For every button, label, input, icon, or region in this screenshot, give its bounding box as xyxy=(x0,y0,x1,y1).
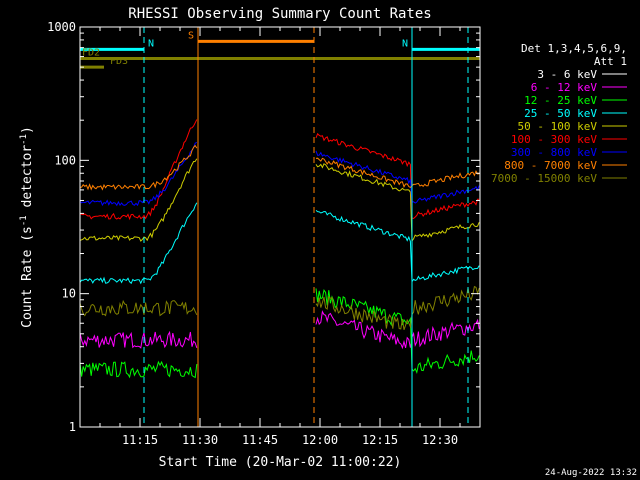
x-tick-label: 12:30 xyxy=(422,433,458,447)
plot-area xyxy=(79,119,480,418)
y-tick-label: 100 xyxy=(54,153,76,167)
x-tick-label: 12:00 xyxy=(302,433,338,447)
y-axis-label-mid: detector xyxy=(20,145,35,216)
legend-label: 6 - 12 keV xyxy=(531,81,598,94)
x-tick-label: 11:15 xyxy=(122,433,158,447)
y-tick-label: 10 xyxy=(62,287,76,301)
flag-label: N xyxy=(402,38,408,49)
legend-header-line2: Att 1 xyxy=(594,55,627,68)
legend-label: 7000 - 15000 keV xyxy=(491,172,597,185)
series-line xyxy=(79,158,198,242)
y-tick-label: 1000 xyxy=(47,20,76,34)
series-line xyxy=(315,310,480,350)
series-line xyxy=(315,350,480,418)
legend-label: 100 - 300 keV xyxy=(511,133,597,146)
series-line xyxy=(315,210,480,284)
series-line xyxy=(79,299,198,317)
y-tick-label: 1 xyxy=(69,420,76,434)
series-line xyxy=(79,360,198,379)
series-line xyxy=(315,150,480,204)
series-line xyxy=(79,202,198,285)
chart-title: RHESSI Observing Summary Count Rates xyxy=(128,6,431,22)
legend-label: 800 - 7000 keV xyxy=(504,159,597,172)
series-line xyxy=(315,132,480,220)
y-axis-label-sup1: -1 xyxy=(19,215,29,226)
flag-label: FD2 xyxy=(82,48,100,59)
y-axis-label: Count Rate (s-1 detector-1) xyxy=(19,126,35,328)
x-axis-ticks: 11:15 11:30 11:45 12:00 12:15 12:30 xyxy=(79,27,481,447)
x-tick-label: 12:15 xyxy=(362,433,398,447)
series-line xyxy=(79,330,198,349)
y-axis-label-text: Count Rate (s xyxy=(20,226,35,328)
series-line xyxy=(315,157,480,189)
x-tick-label: 11:45 xyxy=(242,433,278,447)
y-axis-label-end: ) xyxy=(20,126,35,134)
flag-label: S xyxy=(188,30,194,41)
series-line xyxy=(79,119,198,221)
legend-label: 12 - 25 keV xyxy=(524,94,597,107)
series-line xyxy=(79,141,198,207)
flag-bars: N N S FD2 FD3 xyxy=(80,30,480,69)
series-line xyxy=(315,285,480,330)
date-stamp: 24-Aug-2022 13:32 xyxy=(545,468,637,478)
legend-header-line1: Det 1,3,4,5,6,9, xyxy=(521,42,627,55)
x-axis-label: Start Time (20-Mar-02 11:00:22) xyxy=(159,455,402,470)
y-axis-label-sup2: -1 xyxy=(19,134,29,145)
legend-label: 3 - 6 keV xyxy=(537,68,597,81)
flag-label: FD3 xyxy=(110,56,128,67)
flag-label: N xyxy=(148,38,154,49)
y-axis-ticks: 1 10 100 1000 xyxy=(47,20,480,434)
legend-label: 300 - 800 keV xyxy=(511,146,597,159)
legend-label: 25 - 50 keV xyxy=(524,107,597,120)
series-line xyxy=(79,144,198,191)
series-line xyxy=(315,163,480,243)
x-tick-label: 11:30 xyxy=(182,433,218,447)
series-line xyxy=(315,288,480,375)
legend-label: 50 - 100 keV xyxy=(518,120,598,133)
